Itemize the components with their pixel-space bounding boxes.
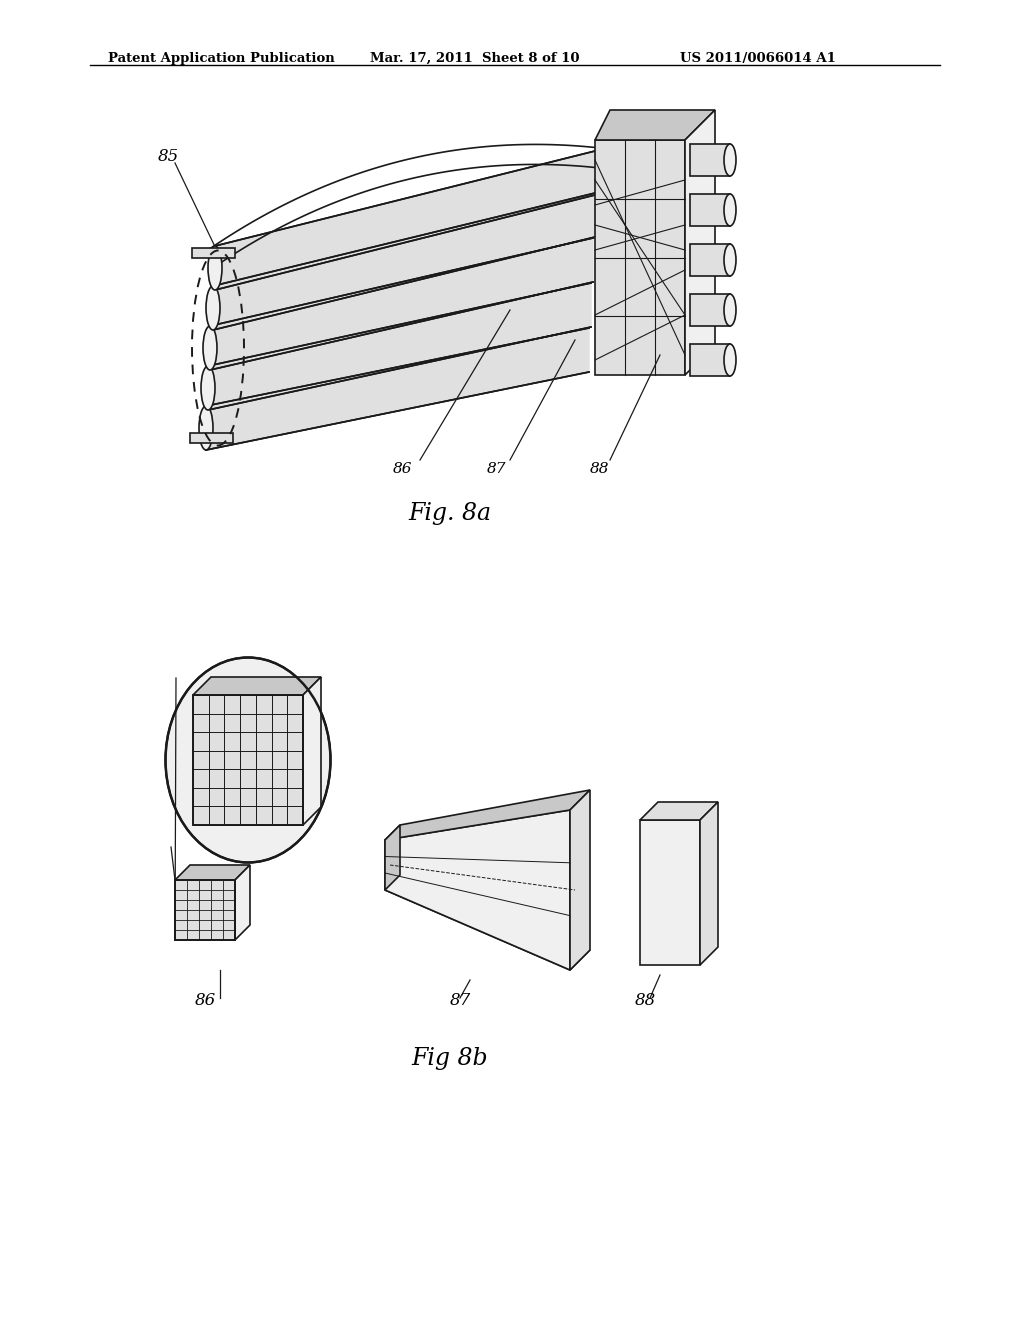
Text: 87: 87 [487,462,507,477]
Text: Mar. 17, 2011  Sheet 8 of 10: Mar. 17, 2011 Sheet 8 of 10 [370,51,580,65]
Polygon shape [234,865,250,940]
Polygon shape [685,110,715,375]
Ellipse shape [166,657,331,862]
Polygon shape [690,194,730,226]
Polygon shape [385,825,400,890]
Polygon shape [206,327,589,450]
Text: 88: 88 [590,462,609,477]
Polygon shape [640,803,718,820]
Polygon shape [570,789,590,970]
Polygon shape [215,150,595,290]
Text: 87: 87 [450,993,471,1008]
Polygon shape [208,282,591,411]
Ellipse shape [199,407,213,450]
Ellipse shape [724,244,736,276]
Polygon shape [595,110,715,140]
Ellipse shape [208,246,222,290]
Polygon shape [175,880,234,940]
Polygon shape [303,677,321,825]
Polygon shape [210,238,593,370]
Ellipse shape [724,144,736,176]
Ellipse shape [203,326,217,370]
Polygon shape [690,294,730,326]
Text: 86: 86 [393,462,413,477]
Polygon shape [190,433,233,444]
Ellipse shape [206,286,220,330]
Text: US 2011/0066014 A1: US 2011/0066014 A1 [680,51,836,65]
Text: 88: 88 [635,993,655,1008]
Text: Fig. 8a: Fig. 8a [409,502,492,525]
Polygon shape [175,865,250,880]
Polygon shape [690,345,730,376]
Text: 85: 85 [158,148,179,165]
Polygon shape [193,696,303,825]
Ellipse shape [724,345,736,376]
Polygon shape [595,140,685,375]
Text: Patent Application Publication: Patent Application Publication [108,51,335,65]
Ellipse shape [724,294,736,326]
Text: Fig 8b: Fig 8b [412,1047,488,1071]
Polygon shape [193,248,234,257]
Polygon shape [385,810,570,970]
Polygon shape [690,244,730,276]
Polygon shape [213,193,595,330]
Polygon shape [385,875,590,970]
Polygon shape [640,820,700,965]
Ellipse shape [724,194,736,226]
Polygon shape [385,789,590,840]
Polygon shape [193,677,321,696]
Text: 86: 86 [195,993,216,1008]
Polygon shape [700,803,718,965]
Ellipse shape [201,366,215,411]
Polygon shape [690,144,730,176]
